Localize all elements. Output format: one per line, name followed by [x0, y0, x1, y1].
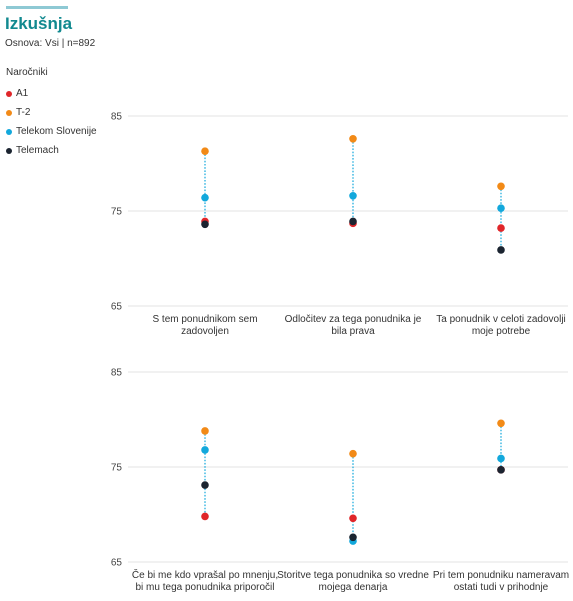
legend-dot-icon [6, 128, 12, 135]
legend-dot-icon [6, 147, 12, 154]
category-label: zadovoljen [181, 326, 229, 337]
data-point-a1 [349, 514, 357, 523]
legend-item-telemach: Telemach [6, 141, 97, 160]
data-point-t-2 [201, 427, 209, 435]
data-point-telemach [201, 220, 209, 229]
y-tick-label: 65 [111, 302, 123, 313]
legend-label: T-2 [16, 107, 31, 118]
data-point-telemach [349, 533, 357, 542]
category-label: mojega denarja [319, 582, 388, 593]
legend-item-t2: T-2 [6, 103, 97, 122]
y-tick-label: 65 [111, 558, 123, 569]
category-label: moje potrebe [472, 326, 531, 337]
category-label: S tem ponudnikom sem [152, 314, 257, 325]
page-subtitle: Osnova: Vsi | n=892 [5, 38, 96, 49]
legend-label: Telemach [16, 145, 59, 156]
data-point-telekom-slovenije [497, 204, 505, 212]
y-tick-label: 85 [111, 368, 123, 379]
page-title: Izkušnja [5, 14, 73, 33]
data-point-t-2 [497, 419, 505, 428]
legend-label: A1 [16, 88, 29, 99]
data-point-telekom-slovenije [201, 193, 209, 202]
data-point-telekom-slovenije [201, 446, 209, 454]
data-point-t-2 [349, 449, 357, 458]
data-point-a1 [497, 224, 505, 232]
category-label: bi mu tega ponudnika priporočil [136, 582, 275, 593]
y-tick-label: 85 [111, 112, 123, 123]
legend-item-a1: A1 [6, 84, 97, 103]
data-point-telekom-slovenije [349, 192, 357, 200]
data-point-t-2 [497, 182, 505, 191]
data-point-telemach [349, 217, 357, 226]
legend-dot-icon [6, 109, 12, 116]
title-accent-rule [6, 6, 68, 9]
data-point-a1 [201, 512, 209, 521]
legend-label: Telekom Slovenije [16, 126, 97, 137]
category-label: Odločitev za tega ponudnika je [285, 314, 422, 325]
category-label: Pri tem ponudniku nameravam [433, 570, 569, 581]
category-label: Storitve tega ponudnika so vredne [277, 570, 429, 581]
category-label: ostati tudi v prihodnje [454, 582, 549, 593]
data-point-telemach [497, 466, 505, 474]
chart-legend: Naročniki A1 T-2 Telekom Slovenije Telem… [6, 67, 97, 160]
legend-title: Naročniki [6, 67, 48, 78]
data-point-t-2 [201, 147, 209, 155]
data-point-t-2 [349, 135, 357, 143]
y-tick-label: 75 [111, 463, 123, 474]
category-label: Ta ponudnik v celoti zadovolji [436, 314, 566, 325]
category-label: bila prava [331, 326, 375, 337]
category-label: Če bi me kdo vprašal po mnenju, [132, 568, 278, 581]
data-point-telemach [497, 246, 505, 254]
legend-dot-icon [6, 90, 12, 97]
legend-item-telekom-slovenije: Telekom Slovenije [6, 122, 97, 141]
data-point-telekom-slovenije [497, 454, 505, 463]
data-point-telemach [201, 481, 209, 489]
y-tick-label: 75 [111, 207, 123, 218]
